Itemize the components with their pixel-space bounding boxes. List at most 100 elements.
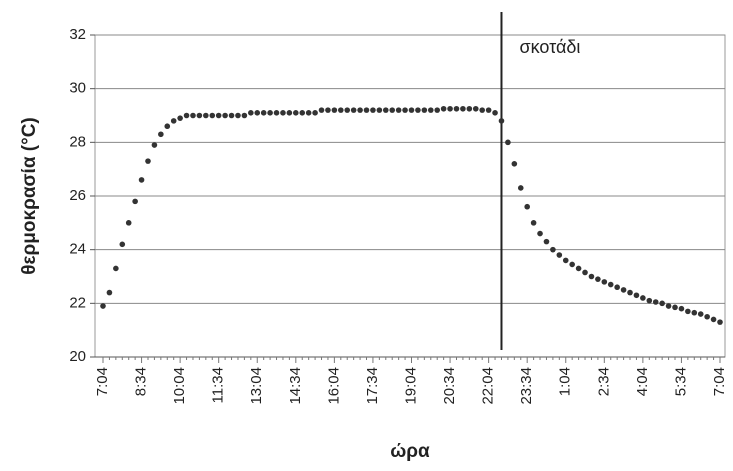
point — [582, 269, 588, 276]
point — [241, 112, 248, 119]
point — [601, 279, 608, 285]
point — [543, 238, 550, 245]
point — [517, 185, 524, 191]
point — [125, 220, 132, 226]
point — [453, 105, 460, 112]
point — [511, 161, 518, 167]
point — [633, 292, 640, 299]
x-tick-label: 5:34 — [672, 367, 689, 396]
point — [569, 261, 575, 268]
point — [203, 112, 209, 119]
point — [440, 105, 447, 112]
point — [273, 110, 280, 116]
point — [646, 297, 653, 304]
point — [305, 110, 312, 116]
point — [672, 304, 678, 311]
point — [267, 110, 273, 116]
point — [614, 284, 620, 291]
point — [331, 107, 338, 113]
point — [382, 107, 389, 113]
point — [665, 303, 672, 309]
point — [524, 203, 530, 210]
point — [138, 177, 145, 183]
point — [254, 110, 261, 116]
point — [697, 311, 704, 317]
x-tick-label: 4:04 — [634, 367, 651, 396]
point — [389, 107, 396, 113]
point — [505, 139, 511, 146]
x-tick-label: 20:34 — [441, 367, 458, 405]
point — [717, 319, 723, 325]
point — [659, 300, 665, 307]
point — [248, 110, 254, 116]
point — [595, 276, 601, 282]
point — [106, 289, 113, 296]
x-tick-label: 2:34 — [595, 367, 612, 396]
y-tick-label: 26 — [69, 187, 86, 204]
point — [286, 110, 293, 116]
point — [427, 107, 434, 113]
point — [151, 142, 158, 148]
point — [376, 107, 383, 113]
annotation-label: σκοτάδι — [519, 37, 580, 57]
point — [209, 112, 216, 119]
x-axis-label: ώρα — [390, 441, 430, 462]
point — [678, 305, 685, 312]
point — [550, 246, 556, 253]
point — [408, 107, 415, 113]
point — [280, 110, 286, 116]
point — [562, 257, 569, 264]
point — [415, 107, 421, 113]
point — [158, 131, 164, 138]
x-tick-label: 7:04 — [94, 367, 111, 396]
point — [177, 115, 183, 121]
y-tick-label: 32 — [69, 26, 86, 43]
point — [132, 198, 138, 205]
point — [691, 309, 698, 316]
x-tick-label: 11:34 — [210, 367, 227, 403]
point — [460, 105, 466, 112]
point — [492, 110, 498, 116]
point — [338, 107, 344, 113]
point — [395, 107, 402, 113]
point — [704, 313, 710, 320]
x-tick-label: 17:34 — [364, 367, 381, 405]
point — [421, 107, 428, 113]
point — [350, 107, 357, 113]
point — [627, 289, 633, 296]
point — [652, 299, 659, 305]
point — [100, 303, 106, 309]
point — [164, 123, 171, 130]
point — [640, 295, 646, 301]
x-tick-label: 23:34 — [518, 367, 535, 405]
x-tick-label: 22:04 — [480, 367, 497, 405]
point — [498, 118, 505, 124]
point — [710, 316, 717, 323]
point — [228, 112, 235, 119]
point — [357, 107, 363, 113]
point — [370, 107, 376, 113]
point — [607, 281, 614, 288]
point — [190, 112, 196, 119]
x-tick-label: 1:04 — [557, 367, 574, 396]
y-tick-label: 22 — [69, 294, 86, 311]
point — [222, 112, 228, 119]
point — [363, 107, 370, 113]
y-tick-label: 20 — [69, 348, 86, 365]
x-tick-label: 16:04 — [325, 367, 342, 405]
point — [196, 112, 203, 119]
point — [170, 118, 177, 124]
point — [325, 107, 331, 113]
point — [530, 220, 537, 226]
x-tick-label: 19:04 — [402, 367, 419, 405]
point — [113, 265, 119, 272]
y-tick-label: 28 — [69, 133, 86, 150]
point — [588, 273, 595, 280]
x-tick-label: 7:04 — [711, 367, 728, 396]
point — [447, 105, 453, 112]
x-tick-label: 14:34 — [287, 367, 304, 405]
point — [575, 265, 582, 272]
point — [215, 112, 222, 119]
point — [312, 110, 318, 116]
y-tick-label: 24 — [69, 241, 86, 258]
